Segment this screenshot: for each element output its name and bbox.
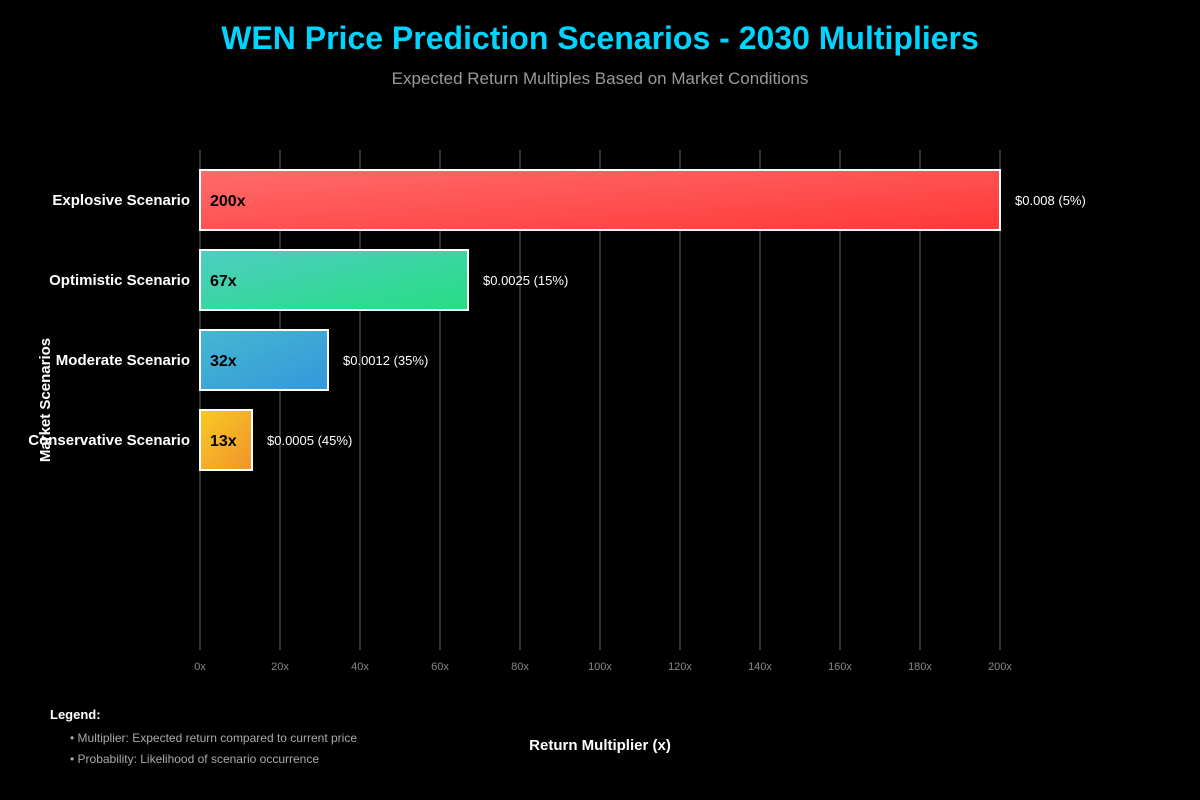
legend-item: • Probability: Likelihood of scenario oc… xyxy=(70,752,319,766)
y-axis-title: Market Scenarios xyxy=(37,338,54,462)
bar xyxy=(199,249,469,311)
data-annotation: $0.0012 (35%) xyxy=(343,353,428,368)
legend: Legend: • Multiplier: Expected return co… xyxy=(50,707,357,770)
x-tick-label: 180x xyxy=(908,661,932,673)
bar xyxy=(199,329,329,391)
bar-label: 32x xyxy=(210,353,237,370)
bar xyxy=(199,169,1001,231)
bar-label: 67x xyxy=(210,273,237,290)
data-annotation: $0.0025 (15%) xyxy=(483,273,568,288)
legend-heading: Legend: xyxy=(50,707,101,722)
y-tick-label: Conservative Scenario xyxy=(28,432,190,449)
y-tick-label: Optimistic Scenario xyxy=(49,272,190,289)
chart-subtitle: Expected Return Multiples Based on Marke… xyxy=(391,69,809,88)
y-tick-label: Moderate Scenario xyxy=(56,352,190,369)
x-tick-label: 100x xyxy=(588,661,612,673)
x-tick-label: 0x xyxy=(194,661,206,673)
legend-item: • Multiplier: Expected return compared t… xyxy=(70,731,357,745)
bar-label: 200x xyxy=(210,193,246,210)
x-tick-label: 80x xyxy=(511,661,529,673)
y-tick-label: Explosive Scenario xyxy=(52,192,190,209)
data-annotation: $0.0005 (45%) xyxy=(267,433,352,448)
x-tick-label: 140x xyxy=(748,661,772,673)
x-tick-label: 200x xyxy=(988,661,1012,673)
chart-title: WEN Price Prediction Scenarios - 2030 Mu… xyxy=(221,20,979,56)
x-tick-label: 40x xyxy=(351,661,369,673)
data-annotation: $0.008 (5%) xyxy=(1015,193,1086,208)
x-axis-title: Return Multiplier (x) xyxy=(529,737,671,754)
bar-label: 13x xyxy=(210,433,237,450)
x-tick-label: 160x xyxy=(828,661,852,673)
x-tick-label: 60x xyxy=(431,661,449,673)
x-tick-label: 120x xyxy=(668,661,692,673)
x-tick-label: 20x xyxy=(271,661,289,673)
bar xyxy=(199,409,253,471)
